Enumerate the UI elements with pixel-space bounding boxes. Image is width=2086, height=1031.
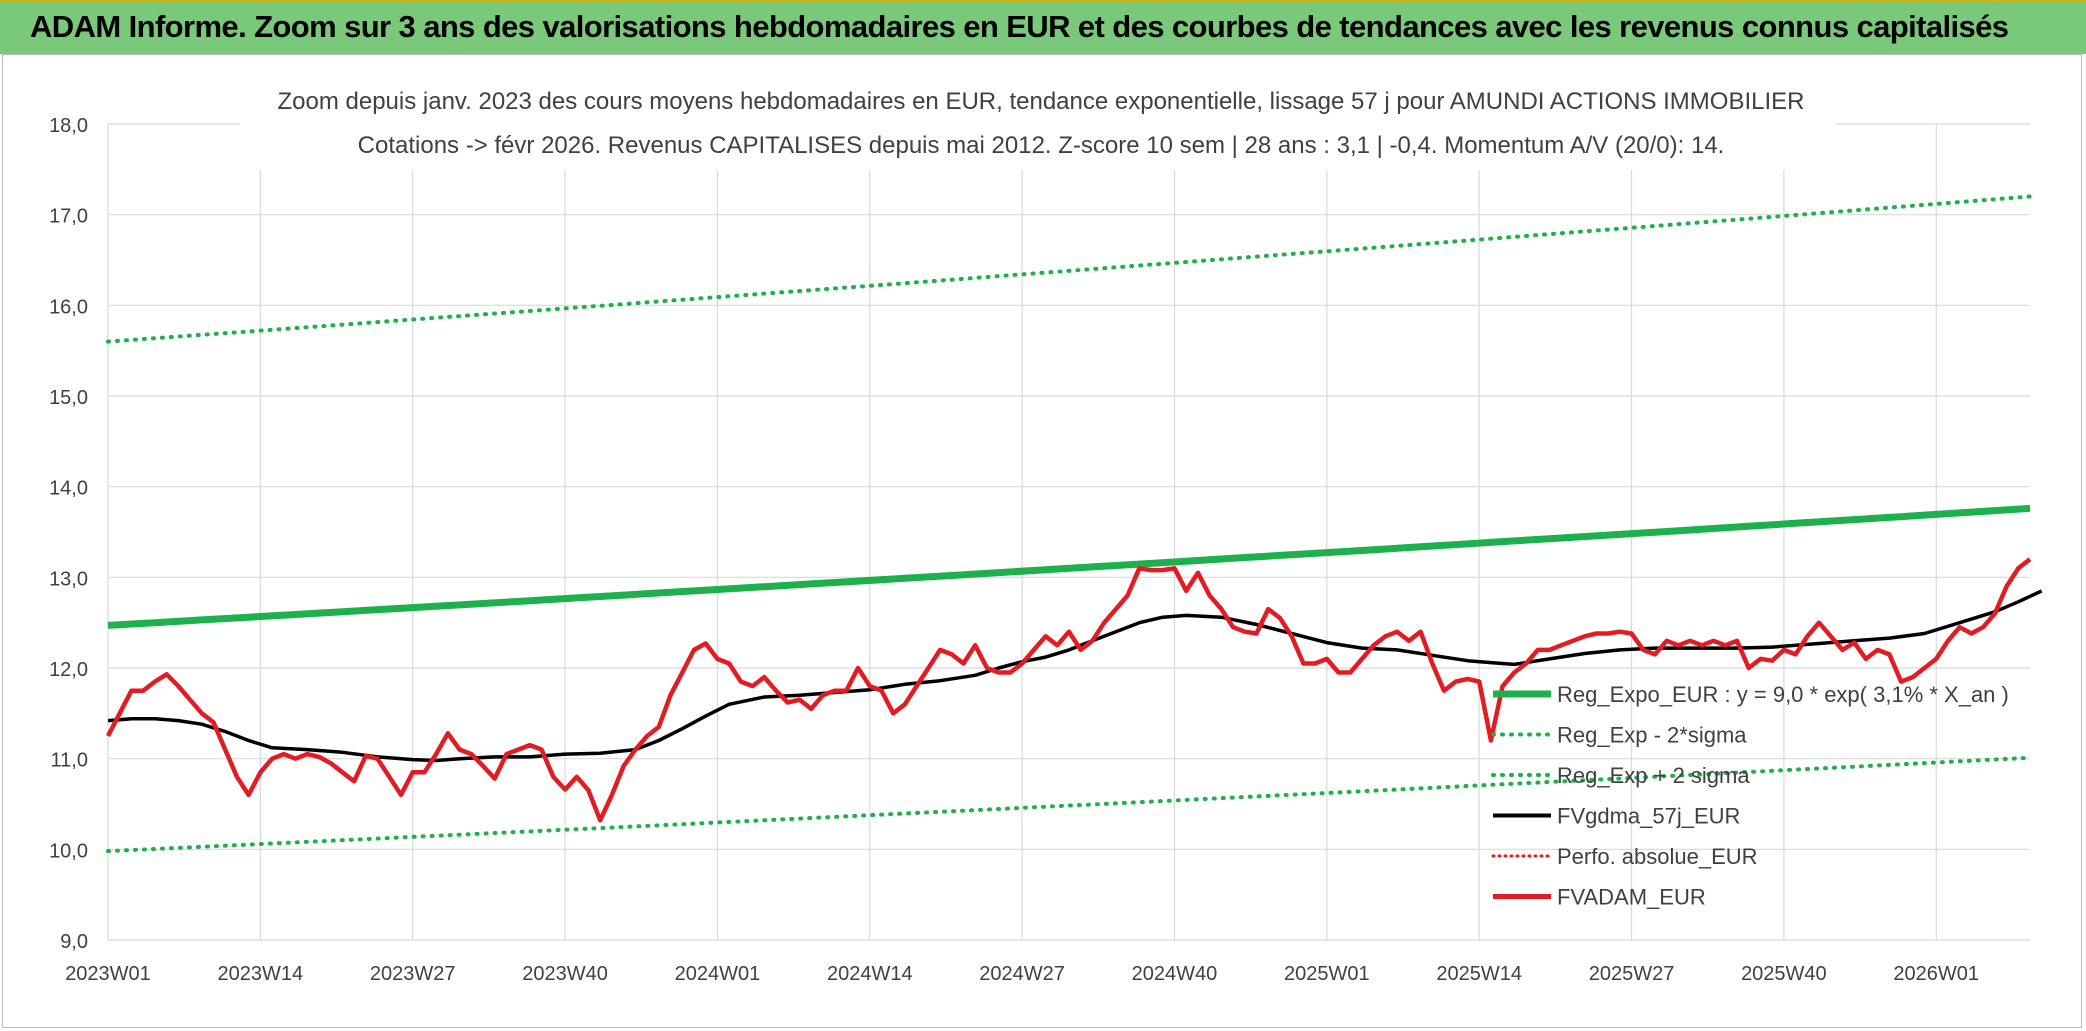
y-tick-label: 18,0 [49,115,88,137]
x-tick-label: 2024W14 [827,963,913,985]
x-tick-label: 2025W14 [1436,963,1522,985]
banner: ADAM Informe. Zoom sur 3 ans des valoris… [0,0,2086,54]
series [106,194,2043,854]
x-tick-label: 2023W01 [65,963,151,985]
x-tick-label: 2025W27 [1589,963,1675,985]
y-tick-labels: 9,0 10,0 11,0 12,0 13,0 14,0 15,0 16,0 17,0 18,0 [49,115,88,953]
y-tick-label: 15,0 [49,387,88,409]
y-tick-label: 9,0 [60,931,88,953]
legend-label: Perfo. absolue_EUR [1557,844,1758,869]
series-line [107,504,2031,629]
series-line [106,557,2032,823]
y-tick-label: 13,0 [49,568,88,590]
x-tick-label: 2025W40 [1741,963,1827,985]
legend-label: Reg_Exp - 2*sigma [1557,723,1747,748]
x-tick-label: 2023W40 [522,963,608,985]
y-tick-label: 16,0 [49,296,88,318]
y-tick-label: 12,0 [49,659,88,681]
y-tick-label: 10,0 [49,840,88,862]
x-tick-label: 2024W40 [1132,963,1218,985]
chart-title-line1: Zoom depuis janv. 2023 des cours moyens … [278,88,1805,115]
y-tick-label: 17,0 [49,206,88,228]
chart-frame [2,54,2082,1028]
legend: Reg_Expo_EUR : y = 9,0 * exp( 3,1% * X_a… [1491,682,2009,910]
legend-label: Reg_Exp + 2 sigma [1557,763,1750,788]
x-tick-label: 2024W01 [675,963,761,985]
x-tick-labels: 2023W01 2023W14 2023W27 2023W40 2024W01 2024W… [65,963,1979,985]
legend-label: FVgdma_57j_EUR [1557,804,1740,829]
series-line [106,194,2032,344]
legend-label: Reg_Expo_EUR : y = 9,0 * exp( 3,1% * X_a… [1557,682,2009,707]
chart-title-line2: Cotations -> févr 2026. Revenus CAPITALI… [358,132,1725,159]
grid [107,123,2030,941]
series-line [107,589,2043,763]
x-tick-label: 2023W27 [370,963,456,985]
x-tick-label: 2024W27 [979,963,1065,985]
y-tick-label: 14,0 [49,478,88,500]
legend-label: FVADAM_EUR [1557,885,1706,910]
x-tick-label: 2026W01 [1893,963,1979,985]
banner-title: ADAM Informe. Zoom sur 3 ans des valoris… [30,9,2009,44]
x-tick-label: 2025W01 [1284,963,1370,985]
title-backdrop [240,78,1836,170]
x-tick-label: 2023W14 [218,963,304,985]
y-tick-label: 11,0 [51,750,88,772]
series-line [106,755,2032,854]
